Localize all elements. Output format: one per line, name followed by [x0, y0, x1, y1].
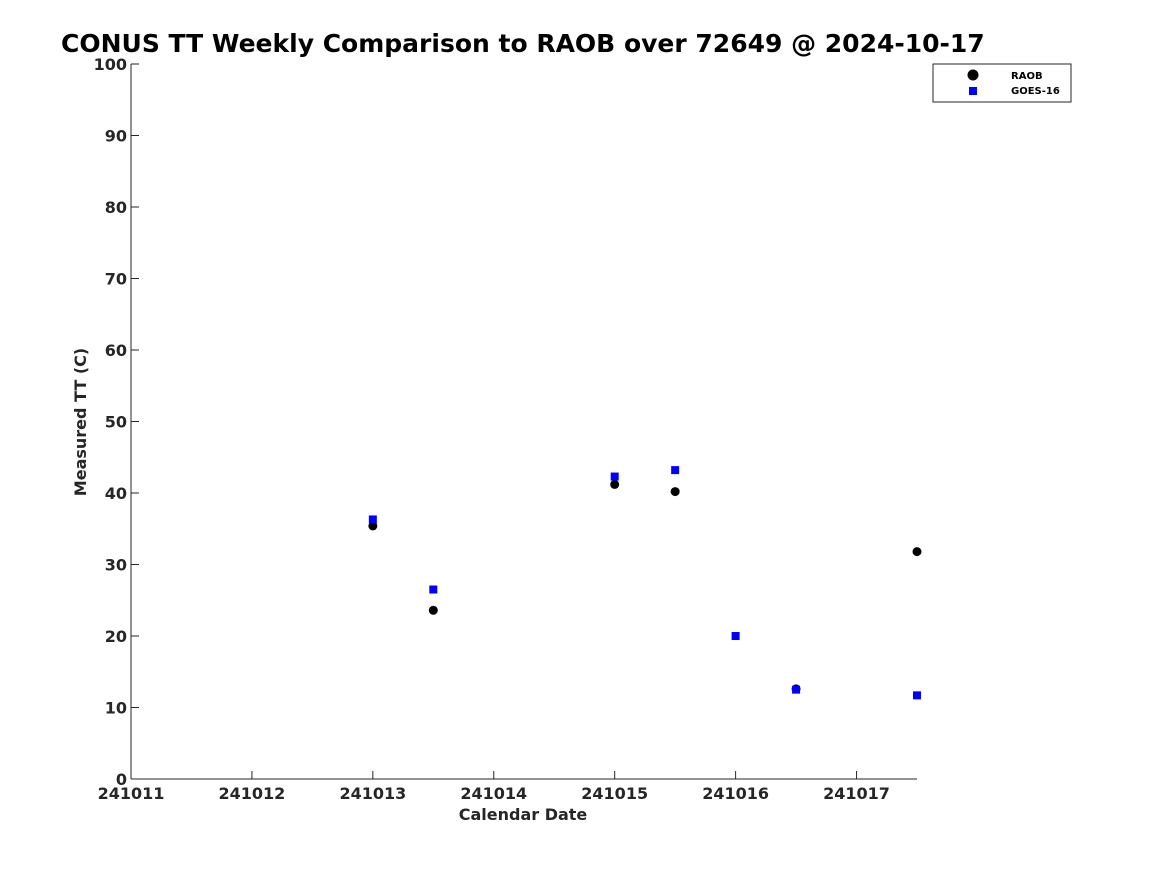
- y-tick-label: 20: [105, 627, 127, 646]
- y-tick-label: 30: [105, 556, 127, 575]
- x-tick-label: 241013: [339, 784, 406, 803]
- y-tick-label: 70: [105, 270, 127, 289]
- y-tick-label: 10: [105, 699, 127, 718]
- raob-point: [428, 605, 438, 615]
- legend: RAOB GOES-16: [932, 63, 1072, 103]
- goes-16-point: [671, 466, 680, 475]
- y-tick-label: 80: [105, 198, 127, 217]
- y-tick-label: 40: [105, 484, 127, 503]
- x-tick-label: 241016: [702, 784, 769, 803]
- goes-16-point: [368, 515, 377, 524]
- goes-16-point: [429, 585, 438, 594]
- y-tick-label: 0: [116, 770, 127, 789]
- axes: 0 10 20 30 40 50 60 70 80 90 100 241011 241012 241013…: [94, 55, 917, 803]
- goes-16-point: [792, 685, 801, 694]
- raob-point: [670, 487, 680, 497]
- y-tick-label: 100: [94, 55, 127, 74]
- goes-16-point: [731, 632, 740, 640]
- x-axis-label: Calendar Date: [459, 805, 588, 824]
- legend-raob-label: RAOB: [1011, 71, 1043, 82]
- raob-point: [610, 479, 620, 489]
- x-tick-label: 241017: [823, 784, 890, 803]
- raob-point: [368, 521, 378, 531]
- raob-point: [912, 547, 922, 557]
- x-tick-label: 241015: [581, 784, 648, 803]
- y-axis-label: Measured TT (C): [71, 348, 90, 496]
- y-tick-label: 60: [105, 341, 127, 360]
- x-tick-label: 241012: [219, 784, 286, 803]
- data-marks: [368, 466, 922, 700]
- legend-goes-label: GOES-16: [1011, 86, 1060, 97]
- y-tick-label: 90: [105, 127, 127, 146]
- legend-raob-marker: [967, 69, 979, 81]
- goes-16-point: [913, 691, 921, 700]
- goes-16-point: [610, 472, 619, 481]
- legend-goes-marker: [969, 87, 977, 95]
- x-tick-label: 241014: [460, 784, 527, 803]
- x-tick-label: 241011: [98, 784, 165, 803]
- legend-box: [932, 63, 1072, 103]
- chart-title: CONUS TT Weekly Comparison to RAOB over …: [61, 29, 985, 58]
- y-tick-label: 50: [105, 413, 127, 432]
